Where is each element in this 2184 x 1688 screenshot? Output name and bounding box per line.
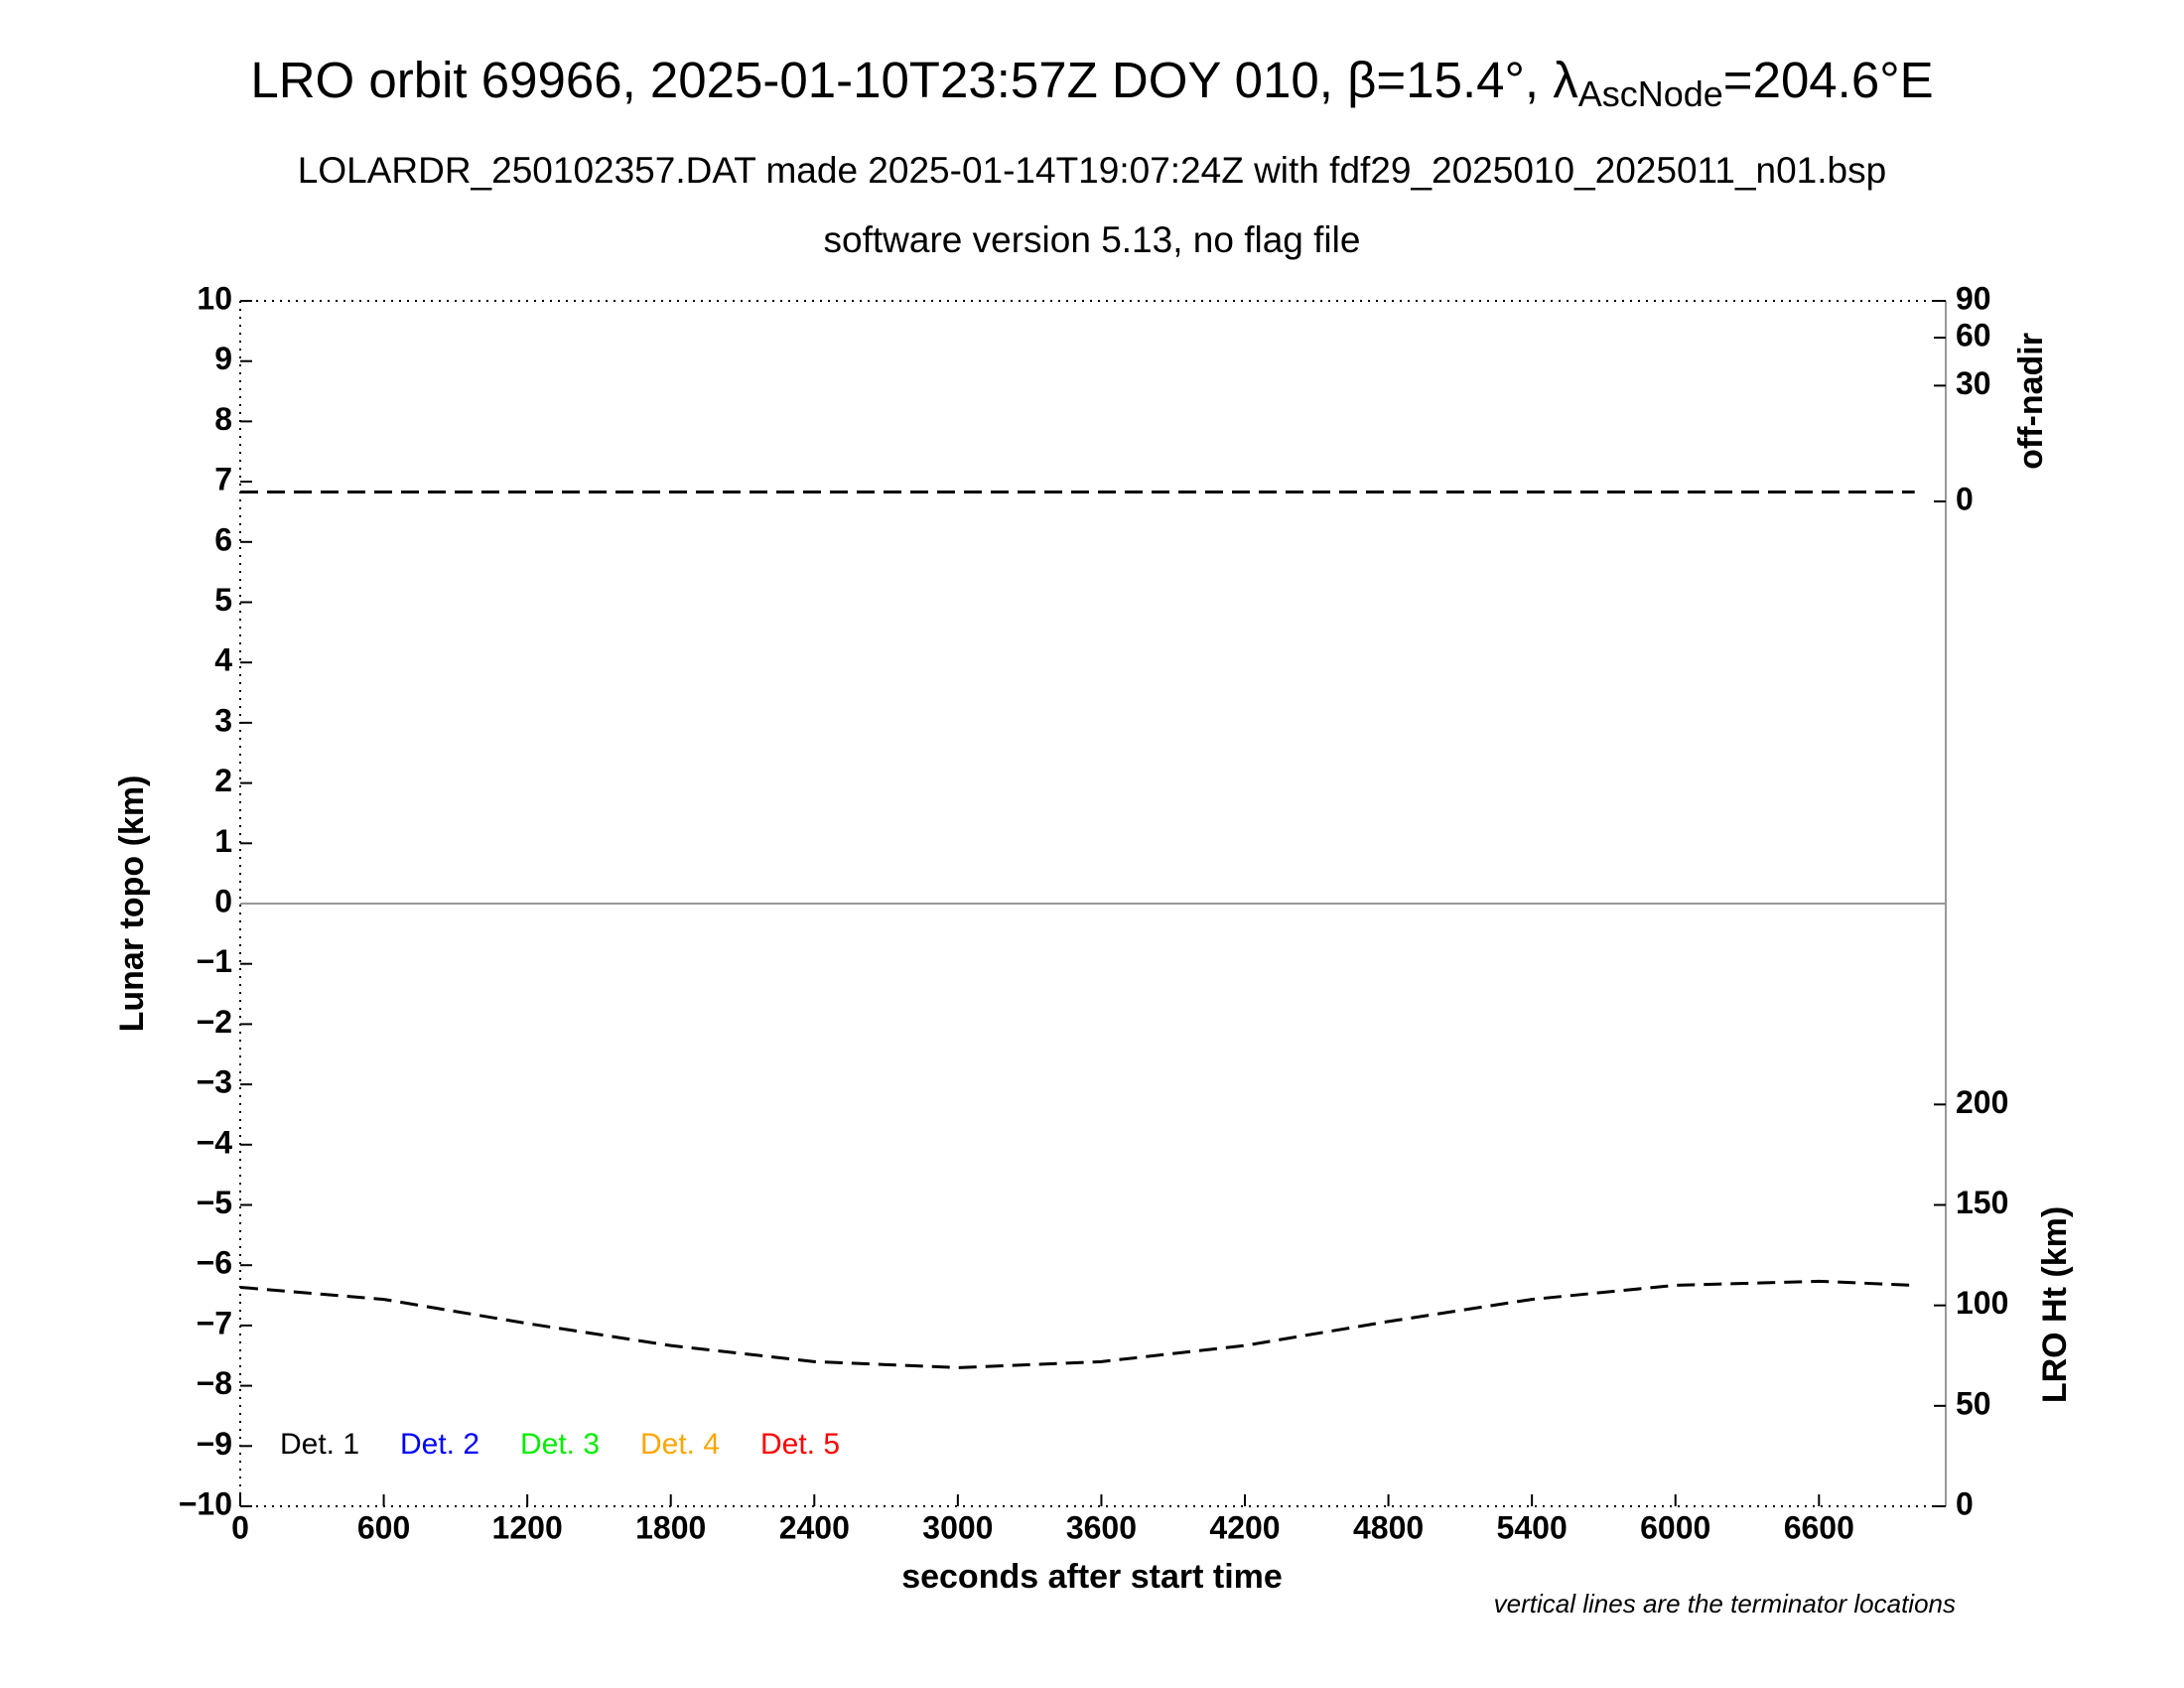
y-axis-label: Lunar topo (km)	[113, 775, 151, 1033]
y-tick-label: 1	[214, 823, 232, 859]
y2-tick-label: 50	[1956, 1385, 1991, 1421]
y3-tick-label: 60	[1956, 318, 1991, 353]
x-tick-label: 2400	[779, 1509, 850, 1545]
y-tick-label: 0	[214, 883, 232, 918]
y2-tick-label: 0	[1956, 1485, 1974, 1521]
y-tick-label: 4	[214, 642, 232, 678]
y-tick-label: −4	[197, 1124, 233, 1160]
y3-tick-label: 90	[1956, 280, 1991, 316]
y2-tick-label: 150	[1956, 1185, 2008, 1220]
y-tick-label: 7	[214, 462, 232, 497]
y-tick-label: −7	[197, 1305, 232, 1340]
x-tick-label: 3000	[922, 1509, 993, 1545]
y-tick-label: 6	[214, 521, 232, 557]
chart-title: LRO orbit 69966, 2025-01-10T23:57Z DOY 0…	[250, 52, 1933, 113]
subtitle: software version 5.13, no flag file	[824, 219, 1361, 260]
y-tick-label: −6	[197, 1245, 232, 1281]
x-axis-label: seconds after start time	[901, 1558, 1283, 1596]
y-tick-label: 8	[214, 401, 232, 437]
y-tick-label: −2	[197, 1004, 232, 1040]
x-tick-label: 4200	[1209, 1509, 1280, 1545]
y3-tick-label: 0	[1956, 481, 1974, 516]
y-tick-label: 3	[214, 702, 232, 738]
annotation: vertical lines are the terminator locati…	[1494, 1589, 1956, 1618]
x-tick-label: 600	[357, 1509, 410, 1545]
title-suffix: =204.6°E	[1723, 52, 1934, 108]
x-tick-label: 1800	[635, 1509, 706, 1545]
title-subscript: AscNode	[1578, 73, 1723, 114]
y-tick-label: −3	[197, 1064, 232, 1100]
y-tick-label: −9	[197, 1426, 232, 1462]
title-text: LRO orbit 69966, 2025-01-10T23:57Z DOY 0…	[250, 52, 1578, 108]
y-tick-label: −1	[197, 943, 232, 979]
y-tick-label: −5	[197, 1185, 232, 1220]
y3-tick-label: 30	[1956, 365, 1991, 401]
x-tick-label: 5400	[1497, 1509, 1568, 1545]
y2-axis-label: LRO Ht (km)	[2036, 1206, 2074, 1403]
x-tick-label: 1200	[492, 1509, 563, 1545]
x-tick-label: 3600	[1066, 1509, 1137, 1545]
subtitle: LOLARDR_250102357.DAT made 2025-01-14T19…	[298, 150, 1886, 191]
series-line	[239, 1279, 1915, 1369]
y2-tick-label: 200	[1956, 1084, 2008, 1120]
legend-entry: Det. 1	[280, 1428, 359, 1461]
y-tick-label: 5	[214, 582, 232, 618]
x-tick-label: 6000	[1640, 1509, 1710, 1545]
y3-axis-label: off-nadir	[2012, 333, 2050, 470]
x-tick-label: 4800	[1353, 1509, 1424, 1545]
y2-tick-label: 100	[1956, 1285, 2008, 1321]
y-tick-label: −8	[197, 1365, 232, 1401]
y-tick-label: 2	[214, 763, 232, 798]
legend-entry: Det. 5	[760, 1428, 840, 1461]
x-tick-label: 0	[231, 1509, 249, 1545]
legend-entry: Det. 3	[520, 1428, 600, 1461]
y-tick-label: 9	[214, 341, 232, 376]
legend-entry: Det. 2	[400, 1428, 479, 1461]
legend-entry: Det. 4	[640, 1428, 720, 1461]
y-tick-label: 10	[197, 280, 232, 316]
y-tick-label: −10	[179, 1485, 232, 1521]
x-tick-label: 6600	[1784, 1509, 1854, 1545]
